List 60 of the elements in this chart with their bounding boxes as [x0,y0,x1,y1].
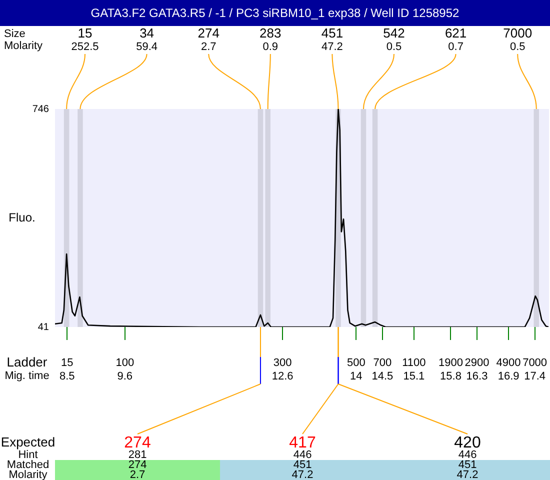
annotation: 420 [454,434,481,452]
text: 451 [293,459,312,472]
band-label: 34 [140,26,154,41]
text: 281 [128,449,147,462]
x-tick-label: 15.1 [403,370,425,383]
x-tick-label: 15.8 [440,370,462,383]
chart-title: GATA3.F2 GATA3.R5 / -1 / PC3 siRBM10_1 exp38 / Well ID 1258952 [0,0,550,26]
text: 1100 [402,357,426,370]
band-label: 542 [383,26,405,41]
text: Molarity [4,40,44,52]
annotation: 252.5 [71,41,99,54]
text: 446 [293,449,312,462]
annotation: 274 [124,434,151,452]
x-tick-label: 8.5 [59,370,75,383]
text: 15 [60,357,74,370]
band-label: 15 [78,26,92,41]
x-tick-label: 17.4 [524,370,546,383]
text: Ladder [6,354,48,370]
text: 1900 [438,357,463,370]
band-label: 621 [444,26,467,41]
annotation: 2.7 [200,41,216,54]
x-tick-label: 16.3 [466,370,488,383]
text: Size [4,28,26,40]
band-label: 7000 [503,26,532,41]
text: 274 [128,459,147,472]
annotation: 417 [289,434,316,452]
band-label: 451 [321,26,344,41]
text: Matched [6,459,50,472]
text: 500 [346,357,366,370]
annotation: 59.4 [136,41,158,54]
x-tick-label: 16.9 [498,370,520,383]
text: Hint [18,449,38,462]
x-tick-label: 9.6 [117,370,133,383]
annotation: 0.5 [510,41,526,54]
y-axis-title: Fluo. [8,210,36,224]
annotation: 0.5 [386,41,402,54]
text: 446 [458,449,477,462]
x-tick-label: 14 [350,370,362,383]
y-tick-label: 41 [38,322,50,333]
band-label: 283 [260,26,282,41]
x-tick-label: 12.6 [272,370,294,383]
text: 2.7 [130,469,146,480]
y-tick-label: 746 [32,104,50,115]
text: 47.2 [456,469,478,480]
text: 700 [373,357,392,370]
text: 300 [273,357,292,370]
text: 2900 [464,357,490,370]
annotation: 0.7 [448,41,464,54]
x-tick-label: 14.5 [372,370,394,383]
text: 47.2 [292,469,314,480]
text: 451 [458,459,477,472]
text: Molarity [8,469,48,480]
text: Expected [0,434,56,450]
annotation: 0.9 [262,41,278,54]
annotation: 47.2 [321,41,343,54]
band-label: 274 [198,26,220,41]
text: 100 [116,357,134,370]
text: 7000 [522,357,548,370]
text: 4900 [496,357,521,370]
x-axis-title: Mig. time [4,370,50,382]
